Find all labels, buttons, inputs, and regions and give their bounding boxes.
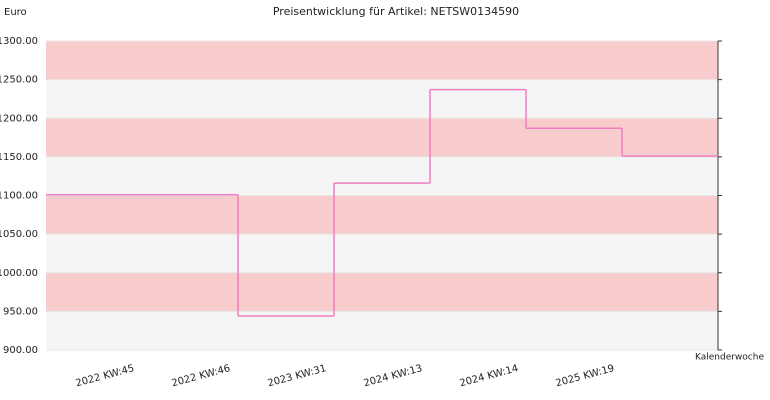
x-tick-label: 2023 KW:31	[267, 363, 328, 389]
y-tick-label: 1300.00	[0, 36, 38, 47]
x-axis-label: Kalenderwoche	[695, 353, 764, 363]
y-tick-label: 1000.00	[0, 268, 38, 279]
background-band	[46, 272, 718, 312]
x-tick-label: 2024 KW:13	[363, 363, 424, 389]
background-band	[46, 311, 718, 350]
x-tick-label: 2025 KW:19	[555, 363, 616, 389]
chart-title: Preisentwicklung für Artikel: NETSW01345…	[273, 5, 519, 18]
y-axis-label: Euro	[4, 7, 27, 18]
background-band	[46, 118, 718, 157]
y-tick-label: 1150.00	[0, 152, 38, 163]
y-tick-label: 1250.00	[0, 75, 38, 86]
background-band	[46, 234, 718, 273]
y-tick-label: 950.00	[3, 306, 38, 317]
x-tick-label: 2022 KW:45	[75, 363, 136, 389]
y-tick-label: 1050.00	[0, 229, 38, 240]
x-tick-label: 2024 KW:14	[459, 363, 520, 389]
y-tick-label: 1200.00	[0, 113, 38, 124]
y-tick-label: 1100.00	[0, 191, 38, 202]
background-band	[46, 156, 718, 196]
y-tick-label: 900.00	[3, 345, 38, 356]
background-band	[46, 195, 718, 235]
background-band	[46, 41, 718, 80]
x-tick-label: 2022 KW:46	[171, 363, 232, 389]
background-band	[46, 79, 718, 119]
